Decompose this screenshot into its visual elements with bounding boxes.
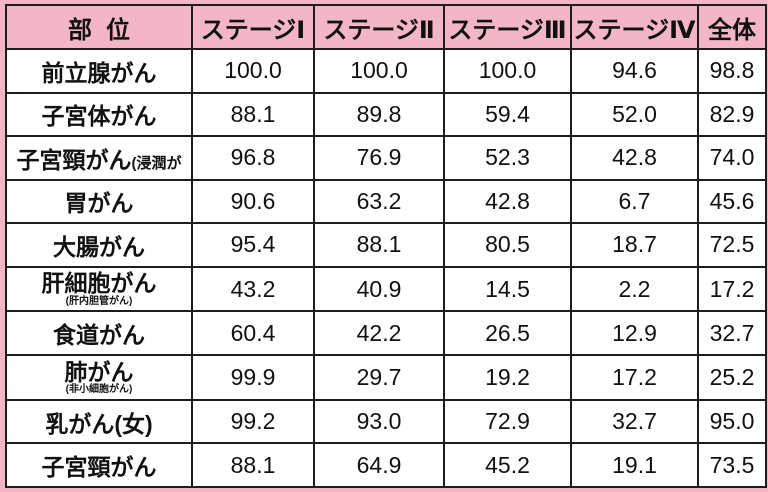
- value-cell: 100.0: [443, 48, 572, 94]
- value-cell: 45.2: [443, 442, 572, 488]
- value-cell: 95.0: [697, 398, 767, 445]
- value-cell: 32.7: [697, 310, 767, 356]
- table-row: 子宮頸がん(浸潤が 96.8 76.9 52.3 42.8 74.0: [5, 135, 767, 181]
- site-cell: 乳がん(女): [5, 398, 193, 445]
- column-header-stage-1: ステージⅠ: [191, 4, 315, 50]
- value-cell: 100.0: [191, 48, 315, 94]
- value-cell: 59.4: [443, 91, 572, 138]
- site-label-sub: (非小細胞がん): [65, 384, 133, 395]
- value-cell: 72.5: [697, 222, 767, 268]
- value-cell: 99.2: [191, 398, 315, 445]
- value-cell: 52.0: [570, 91, 699, 138]
- table-row: 肺がん (非小細胞がん) 99.9 29.7 19.2 17.2 25.2: [5, 353, 767, 401]
- value-cell: 90.6: [191, 178, 315, 225]
- site-cell: 前立腺がん: [5, 48, 193, 94]
- value-cell: 88.1: [191, 91, 315, 138]
- site-label: 子宮頸がん: [41, 454, 157, 481]
- value-cell: 29.7: [313, 353, 445, 401]
- table-row: 大腸がん 95.4 88.1 80.5 18.7 72.5: [5, 222, 767, 268]
- table-row: 食道がん 60.4 42.2 26.5 12.9 32.7: [5, 310, 767, 356]
- table-row: 前立腺がん 100.0 100.0 100.0 94.6 98.8: [5, 48, 767, 94]
- site-cell: 子宮頸がん: [5, 442, 193, 488]
- value-cell: 42.8: [443, 178, 572, 225]
- value-cell: 12.9: [570, 310, 699, 356]
- value-cell: 64.9: [313, 442, 445, 488]
- value-cell: 88.1: [191, 442, 315, 488]
- survival-table: 部位 ステージⅠ ステージⅡ ステージⅢ ステージⅣ 全体 前立腺がん 100.…: [5, 4, 767, 488]
- value-cell: 40.9: [313, 265, 445, 313]
- site-label: 肝細胞がん: [41, 270, 157, 297]
- value-cell: 93.0: [313, 398, 445, 445]
- site-label-sub: (肝内胆管がん): [65, 295, 133, 307]
- site-label: 前立腺がん: [41, 59, 157, 86]
- site-label: 大腸がん: [53, 233, 145, 260]
- site-label: 肺がん: [64, 358, 134, 385]
- value-cell: 42.8: [570, 135, 699, 181]
- column-header-overall: 全体: [697, 4, 767, 50]
- site-cell: 胃がん: [5, 178, 193, 225]
- value-cell: 100.0: [313, 48, 445, 94]
- value-cell: 25.2: [697, 353, 767, 401]
- value-cell: 96.8: [191, 135, 315, 181]
- value-cell: 19.1: [570, 442, 699, 488]
- value-cell: 89.8: [313, 91, 445, 138]
- value-cell: 14.5: [443, 265, 572, 313]
- site-cell: 大腸がん: [5, 222, 193, 268]
- value-cell: 82.9: [697, 91, 767, 138]
- site-label: 胃がん: [64, 190, 134, 217]
- value-cell: 19.2: [443, 353, 572, 401]
- value-cell: 18.7: [570, 222, 699, 268]
- value-cell: 60.4: [191, 310, 315, 356]
- value-cell: 73.5: [697, 442, 767, 488]
- column-header-site: 部位: [5, 4, 193, 50]
- site-cell: 子宮体がん: [5, 91, 193, 138]
- value-cell: 52.3: [443, 135, 572, 181]
- table-row: 子宮体がん 88.1 89.8 59.4 52.0 82.9: [5, 91, 767, 138]
- value-cell: 43.2: [191, 265, 315, 313]
- table-row: 胃がん 90.6 63.2 42.8 6.7 45.6: [5, 178, 767, 225]
- site-label: 子宮頸がん: [16, 146, 132, 173]
- value-cell: 98.8: [697, 48, 767, 94]
- value-cell: 80.5: [443, 222, 572, 268]
- value-cell: 6.7: [570, 178, 699, 225]
- value-cell: 17.2: [697, 265, 767, 313]
- value-cell: 74.0: [697, 135, 767, 181]
- table-row: 乳がん(女) 99.2 93.0 72.9 32.7 95.0: [5, 398, 767, 445]
- value-cell: 45.6: [697, 178, 767, 225]
- table-row: 子宮頸がん 88.1 64.9 45.2 19.1 73.5: [5, 442, 767, 488]
- site-label: 乳がん(女): [45, 410, 153, 437]
- site-label-suffix: (浸潤が: [131, 154, 182, 172]
- value-cell: 88.1: [313, 222, 445, 268]
- value-cell: 72.9: [443, 398, 572, 445]
- site-cell: 子宮頸がん(浸潤が: [5, 135, 193, 181]
- column-header-stage-4: ステージⅣ: [570, 4, 699, 50]
- column-header-stage-2: ステージⅡ: [313, 4, 445, 50]
- value-cell: 26.5: [443, 310, 572, 356]
- value-cell: 99.9: [191, 353, 315, 401]
- column-header-stage-3: ステージⅢ: [443, 4, 572, 50]
- table-row: 肝細胞がん (肝内胆管がん) 43.2 40.9 14.5 2.2 17.2: [5, 265, 767, 313]
- site-label: 子宮体がん: [41, 103, 157, 130]
- value-cell: 94.6: [570, 48, 699, 94]
- site-cell: 肝細胞がん (肝内胆管がん): [5, 265, 193, 313]
- site-cell: 肺がん (非小細胞がん): [5, 353, 193, 401]
- value-cell: 17.2: [570, 353, 699, 401]
- site-cell: 食道がん: [5, 310, 193, 356]
- value-cell: 63.2: [313, 178, 445, 225]
- value-cell: 95.4: [191, 222, 315, 268]
- header-row: 部位 ステージⅠ ステージⅡ ステージⅢ ステージⅣ 全体: [5, 4, 767, 50]
- value-cell: 42.2: [313, 310, 445, 356]
- value-cell: 32.7: [570, 398, 699, 445]
- value-cell: 76.9: [313, 135, 445, 181]
- value-cell: 2.2: [570, 265, 699, 313]
- site-label: 食道がん: [53, 322, 145, 349]
